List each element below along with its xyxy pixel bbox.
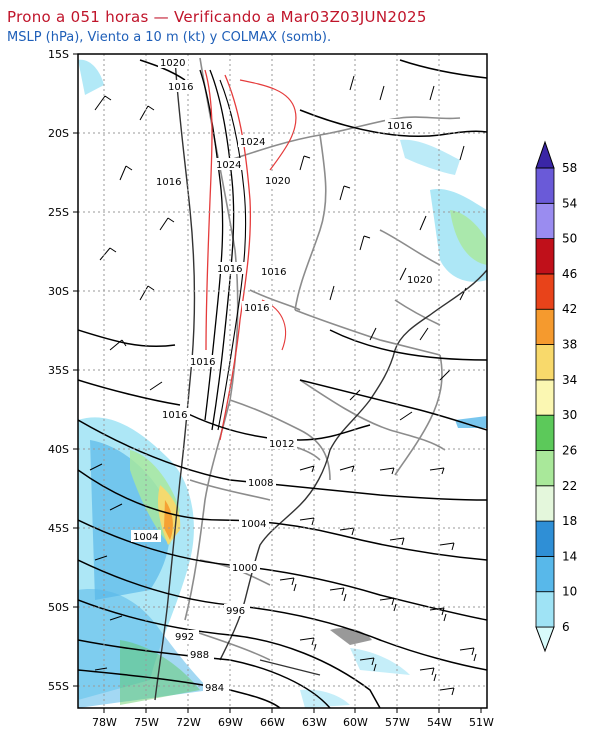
colorbar-label: 50: [562, 232, 577, 246]
lat-label: 45S: [48, 522, 69, 535]
isobar-label: 992: [175, 632, 194, 643]
wind-barbs: [89, 75, 477, 696]
lon-label: 66W: [260, 716, 285, 729]
lon-label: 72W: [176, 716, 201, 729]
isobar-label: 996: [226, 606, 245, 617]
colorbar-min-triangle: [535, 626, 555, 653]
lat-label: 55S: [48, 680, 69, 693]
isobar-label: 1016: [162, 410, 187, 421]
colorbar-box: [535, 202, 555, 240]
isobar-label: 1024: [240, 137, 265, 148]
colorbar-box: [535, 520, 555, 557]
lon-label: 51W: [469, 716, 494, 729]
colorbar-box: [535, 344, 555, 381]
isobar-label: 1004: [133, 532, 158, 543]
lat-label: 40S: [48, 443, 69, 456]
colorbar-box: [535, 591, 555, 628]
isobar-label: 1020: [160, 58, 185, 69]
latitude-labels: 15S 20S 25S 30S 35S 40S 45S 50S 55S: [48, 48, 69, 693]
isobar-label: 1016: [244, 303, 269, 314]
colorbar-box: [535, 450, 555, 487]
isobar-label: 1012: [269, 439, 294, 450]
colorbar-label: 42: [562, 302, 577, 316]
chart-subtitle: MSLP (hPa), Viento a 10 m (kt) y COLMAX …: [7, 30, 332, 45]
isobar-label: 1016: [168, 82, 193, 93]
colorbar-max-triangle: [535, 140, 555, 169]
map-frame: [77, 53, 488, 709]
isobar-label: 1016: [261, 267, 286, 278]
lat-label: 25S: [48, 206, 69, 219]
lon-label: 54W: [427, 716, 452, 729]
isobar-label: 1016: [190, 357, 215, 368]
colorbar-label: 34: [562, 373, 577, 387]
colorbar-label: 10: [562, 585, 577, 599]
lat-label: 50S: [48, 601, 69, 614]
colorbar-label: 26: [562, 443, 577, 457]
isobar-label: 1016: [387, 121, 412, 132]
colorbar-box: [535, 414, 555, 451]
colorbar-label: 18: [562, 514, 577, 528]
lat-label: 20S: [48, 127, 69, 140]
axis-ticks: [73, 53, 482, 713]
chart-title: Prono a 051 horas — Verificando a Mar03Z…: [7, 8, 427, 26]
colorbar-label: 58: [562, 161, 577, 175]
lat-label: 30S: [48, 285, 69, 298]
colorbar-box: [535, 238, 555, 275]
colorbar-box: [535, 555, 555, 593]
colorbar-label: 14: [562, 549, 577, 563]
colorbar-legend: 6 10 14 18 22 26 30 34 38 42 46 50 54 58: [535, 140, 577, 653]
isobar-label: 1008: [248, 478, 273, 489]
isobar-label: 1000: [232, 563, 257, 574]
isobar-label: 988: [190, 650, 209, 661]
lon-label: 63W: [302, 716, 327, 729]
lon-label: 69W: [218, 716, 243, 729]
lon-label: 75W: [134, 716, 159, 729]
isobar-label: 1004: [241, 519, 266, 530]
map-plot-area: 1020 1016 1024 1016 1016 1020 1024 1016 …: [78, 54, 487, 708]
lat-label: 35S: [48, 364, 69, 377]
colorbar-box: [535, 273, 555, 310]
lat-lon-grid: [78, 54, 487, 708]
isobar-label: 984: [205, 683, 224, 694]
reflectivity-shading: [78, 59, 487, 708]
colorbar-label: 6: [562, 620, 570, 634]
colorbar-label: 54: [562, 196, 577, 210]
longitude-labels: 78W 75W 72W 69W 66W 63W 60W 57W 54W 51W: [92, 716, 494, 729]
colorbar-box: [535, 167, 555, 204]
colorbar-label: 38: [562, 338, 577, 352]
isobar-label: 1016: [156, 177, 181, 188]
isobar-label: 1020: [407, 275, 432, 286]
andes-contours: [199, 69, 297, 441]
colorbar-box: [535, 485, 555, 522]
lat-label: 15S: [48, 48, 69, 61]
isobar-label: 1020: [265, 176, 290, 187]
colorbar-label: 22: [562, 479, 577, 493]
isobar-labels: 1020 1016 1024 1016 1016 1020 1024 1016 …: [131, 56, 435, 694]
lon-label: 57W: [385, 716, 410, 729]
isobar-label: 1024: [216, 160, 241, 171]
colorbar-label: 46: [562, 267, 577, 281]
colorbar-label: 30: [562, 408, 577, 422]
colorbar-box: [535, 379, 555, 416]
colorbar-box: [535, 308, 555, 345]
lon-label: 78W: [92, 716, 117, 729]
lon-label: 60W: [343, 716, 368, 729]
isobar-label: 1016: [217, 264, 242, 275]
coastline: [154, 57, 487, 701]
